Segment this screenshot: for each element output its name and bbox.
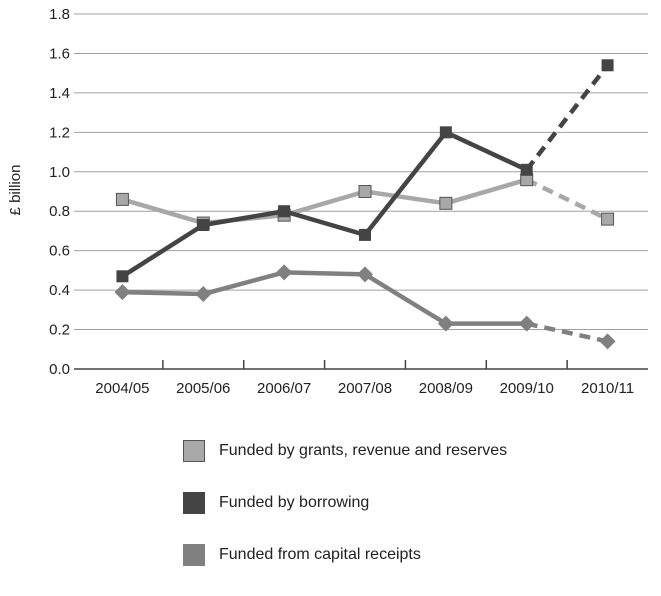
x-tick-label: 2004/05 [95, 380, 149, 397]
data-point [601, 59, 614, 72]
x-tick-label: 2006/07 [257, 380, 311, 397]
legend-label-capital-receipts: Funded from capital receipts [219, 546, 421, 563]
y-tick-label: 0.8 [49, 203, 70, 220]
data-point [116, 270, 129, 283]
legend-item-grants: Funded by grants, revenue and reserves [183, 440, 507, 462]
data-point [601, 212, 615, 226]
legend-label-grants: Funded by grants, revenue and reserves [219, 442, 508, 459]
y-tick-label: 1.8 [49, 6, 70, 23]
y-tick-label: 1.6 [49, 45, 70, 62]
series-line [121, 177, 528, 226]
data-point [357, 266, 373, 283]
series-1 [115, 173, 615, 230]
x-axis: 2004/05 2005/06 2006/07 2007/08 2008/09 2009/… [95, 360, 634, 397]
y-tick-label: 0.4 [49, 282, 70, 299]
line-chart: 0.00.20.40.60.81.01.21.41.61.8 2004/05 20… [7, 6, 648, 397]
x-tick-label: 2007/08 [338, 380, 392, 397]
x-tick-label: 2010/11 [581, 380, 634, 397]
legend-item-capital-receipts: Funded from capital receipts [183, 544, 507, 566]
y-tick-label: 1.4 [49, 85, 70, 102]
series-group [114, 59, 616, 350]
data-point [439, 196, 453, 210]
data-point [599, 333, 616, 350]
legend-swatch-grants [183, 440, 205, 462]
y-tick-label: 1.0 [49, 164, 70, 181]
data-point [115, 192, 129, 206]
y-tick-label: 1.2 [49, 124, 70, 141]
x-tick-label: 2009/10 [500, 380, 554, 397]
series-line-projected [524, 63, 610, 172]
legend: Funded by grants, revenue and reserves F… [183, 440, 507, 596]
y-tick-label: 0.6 [49, 243, 70, 260]
gridlines [74, 13, 648, 370]
y-axis-ticks: 0.0 0.2 0.4 0.6 0.8 1.0 1.2 1.4 1.6 1.8 [49, 6, 70, 378]
series-3 [114, 264, 616, 350]
legend-label-borrowing: Funded by borrowing [219, 494, 370, 511]
data-point [276, 264, 293, 281]
series-line [121, 130, 528, 279]
series-2 [116, 59, 614, 283]
y-axis-title: £ billion [7, 165, 24, 216]
series-line-projected [525, 177, 609, 222]
x-tick-label: 2005/06 [176, 380, 230, 397]
data-point [278, 205, 291, 218]
y-tick-label: 0.2 [49, 322, 70, 339]
data-point [437, 315, 454, 332]
legend-item-borrowing: Funded by borrowing [183, 492, 507, 514]
data-point [518, 315, 535, 332]
data-point [520, 163, 533, 176]
data-point [359, 228, 371, 241]
legend-swatch-borrowing [183, 492, 205, 514]
x-tick-label: 2008/09 [419, 380, 473, 397]
y-tick-label: 0.0 [49, 361, 70, 378]
data-point [358, 185, 372, 198]
legend-swatch-capital-receipts [183, 544, 205, 566]
series-line [122, 270, 527, 326]
data-point [114, 284, 131, 301]
data-point [197, 219, 210, 232]
data-point [439, 126, 452, 139]
series-line-projected [526, 321, 609, 344]
data-point [195, 286, 212, 303]
